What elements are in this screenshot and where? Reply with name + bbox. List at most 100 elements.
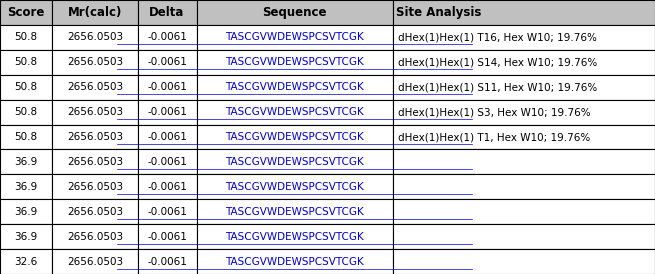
Text: -0.0061: -0.0061 [147,32,187,42]
Bar [196,149,393,174]
Bar [52,174,138,199]
Text: TASCGVWDEWSPCSVTCGK: TASCGVWDEWSPCSVTCGK [225,157,364,167]
Text: 50.8: 50.8 [14,107,38,117]
Text: 2656.0503: 2656.0503 [67,82,123,92]
Bar [0,199,52,224]
Bar [0,0,52,25]
Bar [0,249,52,274]
Bar [393,249,655,274]
Text: TASCGVWDEWSPCSVTCGK: TASCGVWDEWSPCSVTCGK [225,132,364,142]
Bar [0,50,52,75]
Text: TASCGVWDEWSPCSVTCGK: TASCGVWDEWSPCSVTCGK [225,82,364,92]
Bar [138,75,196,100]
Bar [138,199,196,224]
Bar [196,0,393,25]
Text: -0.0061: -0.0061 [147,132,187,142]
Bar [138,224,196,249]
Bar [393,50,655,75]
Bar [52,199,138,224]
Text: dHex(1)Hex(1) S3, Hex W10; 19.76%: dHex(1)Hex(1) S3, Hex W10; 19.76% [398,107,590,117]
Bar [393,224,655,249]
Bar [393,0,655,25]
Bar [393,149,655,174]
Bar [138,100,196,125]
Text: TASCGVWDEWSPCSVTCGK: TASCGVWDEWSPCSVTCGK [225,107,364,117]
Bar [138,0,196,25]
Text: TASCGVWDEWSPCSVTCGK: TASCGVWDEWSPCSVTCGK [225,32,364,42]
Bar [393,25,655,50]
Text: TASCGVWDEWSPCSVTCGK: TASCGVWDEWSPCSVTCGK [225,182,364,192]
Bar [196,100,393,125]
Bar [52,224,138,249]
Text: dHex(1)Hex(1) S14, Hex W10; 19.76%: dHex(1)Hex(1) S14, Hex W10; 19.76% [398,57,597,67]
Text: dHex(1)Hex(1) T16, Hex W10; 19.76%: dHex(1)Hex(1) T16, Hex W10; 19.76% [398,32,597,42]
Bar [0,174,52,199]
Bar [138,149,196,174]
Text: -0.0061: -0.0061 [147,82,187,92]
Bar [52,149,138,174]
Text: 2656.0503: 2656.0503 [67,182,123,192]
Text: 36.9: 36.9 [14,232,38,242]
Bar [52,75,138,100]
Bar [196,75,393,100]
Text: TASCGVWDEWSPCSVTCGK: TASCGVWDEWSPCSVTCGK [225,232,364,242]
Text: 2656.0503: 2656.0503 [67,157,123,167]
Bar [52,249,138,274]
Bar [52,0,138,25]
Text: 36.9: 36.9 [14,207,38,217]
Text: 2656.0503: 2656.0503 [67,32,123,42]
Bar [52,125,138,149]
Text: -0.0061: -0.0061 [147,182,187,192]
Text: 2656.0503: 2656.0503 [67,207,123,217]
Bar [138,249,196,274]
Text: 2656.0503: 2656.0503 [67,132,123,142]
Bar [393,174,655,199]
Text: 2656.0503: 2656.0503 [67,107,123,117]
Bar [196,249,393,274]
Text: Site Analysis: Site Analysis [396,6,481,19]
Text: 50.8: 50.8 [14,32,38,42]
Text: -0.0061: -0.0061 [147,107,187,117]
Text: 2656.0503: 2656.0503 [67,232,123,242]
Text: 50.8: 50.8 [14,57,38,67]
Text: 36.9: 36.9 [14,157,38,167]
Bar [0,149,52,174]
Text: dHex(1)Hex(1) T1, Hex W10; 19.76%: dHex(1)Hex(1) T1, Hex W10; 19.76% [398,132,590,142]
Text: 50.8: 50.8 [14,82,38,92]
Bar [0,25,52,50]
Text: Sequence: Sequence [263,6,327,19]
Bar [393,75,655,100]
Text: 2656.0503: 2656.0503 [67,256,123,267]
Text: 50.8: 50.8 [14,132,38,142]
Bar [0,125,52,149]
Bar [196,125,393,149]
Bar [138,25,196,50]
Text: -0.0061: -0.0061 [147,232,187,242]
Bar [52,50,138,75]
Bar [138,174,196,199]
Bar [138,125,196,149]
Text: 36.9: 36.9 [14,182,38,192]
Text: TASCGVWDEWSPCSVTCGK: TASCGVWDEWSPCSVTCGK [225,256,364,267]
Bar [393,125,655,149]
Text: -0.0061: -0.0061 [147,256,187,267]
Bar [52,25,138,50]
Text: -0.0061: -0.0061 [147,207,187,217]
Text: dHex(1)Hex(1) S11, Hex W10; 19.76%: dHex(1)Hex(1) S11, Hex W10; 19.76% [398,82,597,92]
Bar [196,199,393,224]
Bar [0,224,52,249]
Bar [52,100,138,125]
Text: Delta: Delta [149,6,185,19]
Bar [196,174,393,199]
Bar [393,100,655,125]
Bar [138,50,196,75]
Text: -0.0061: -0.0061 [147,57,187,67]
Bar [196,224,393,249]
Bar [0,100,52,125]
Bar [393,199,655,224]
Text: Score: Score [7,6,45,19]
Text: Mr(calc): Mr(calc) [67,6,122,19]
Text: TASCGVWDEWSPCSVTCGK: TASCGVWDEWSPCSVTCGK [225,57,364,67]
Text: -0.0061: -0.0061 [147,157,187,167]
Bar [0,75,52,100]
